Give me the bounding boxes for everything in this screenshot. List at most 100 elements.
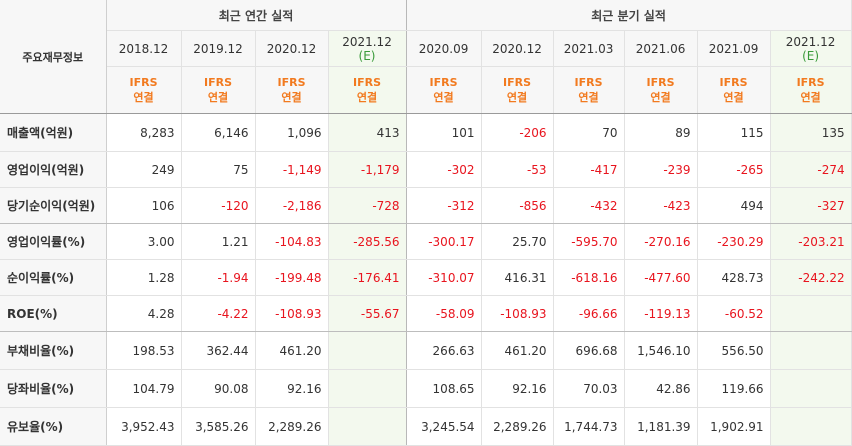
row-label: 유보율(%)	[0, 407, 107, 446]
basis-standard: IFRS	[646, 76, 675, 89]
table-cell: -108.93	[255, 295, 329, 332]
period-header: 2020.12	[481, 30, 554, 67]
table-cell: 106	[106, 187, 182, 224]
table-cell: -595.70	[553, 223, 625, 260]
table-cell: 362.44	[181, 331, 256, 370]
table-cell: -104.83	[255, 223, 329, 260]
table-cell: 108.65	[406, 369, 482, 408]
table-cell: -274	[770, 151, 852, 188]
table-cell: -1.94	[181, 259, 256, 296]
period-header: 2018.12	[106, 30, 182, 67]
table-cell: 3,245.54	[406, 407, 482, 446]
table-row: 순이익률(%) 1.28 -1.94 -199.48 -176.41 -310.07 416…	[0, 259, 852, 296]
basis-scope: 연결	[723, 91, 744, 104]
basis-scope: 연결	[650, 91, 671, 104]
table-cell: 1.21	[181, 223, 256, 260]
table-cell: -477.60	[624, 259, 698, 296]
table-cell: -58.09	[406, 295, 482, 332]
table-cell: 461.20	[255, 331, 329, 370]
table-cell: -310.07	[406, 259, 482, 296]
table-row: ROE(%) 4.28 -4.22 -108.93 -55.67 -58.09 -108.9…	[0, 295, 852, 332]
basis-scope: 연결	[578, 91, 599, 104]
period-header: 2021.09	[697, 30, 771, 67]
table-cell: 696.68	[553, 331, 625, 370]
basis-scope: 연결	[281, 91, 302, 104]
table-cell: 104.79	[106, 369, 182, 408]
basis-scope: 연결	[133, 91, 154, 104]
table-cell: -432	[553, 187, 625, 224]
accounting-basis: IFRS 연결	[624, 66, 698, 114]
period-date: 2018.12	[118, 41, 169, 56]
table-cell: 92.16	[255, 369, 329, 408]
table-cell: 1.28	[106, 259, 182, 296]
period-header: 2021.12 (E)	[770, 30, 852, 67]
table-cell: 1,546.10	[624, 331, 698, 370]
row-label: 순이익률(%)	[0, 259, 107, 296]
table-cell	[770, 331, 852, 370]
row-label: ROE(%)	[0, 295, 107, 332]
basis-standard: IFRS	[796, 76, 825, 89]
period-header: 2020.09	[406, 30, 482, 67]
period-date: 2020.12	[492, 41, 542, 56]
corner-label: 주요재무정보	[0, 0, 107, 114]
table-cell	[328, 369, 407, 408]
row-label: 영업이익률(%)	[0, 223, 107, 260]
table-cell: 92.16	[481, 369, 554, 408]
basis-standard: IFRS	[719, 76, 748, 89]
table-cell: 6,146	[181, 113, 256, 152]
table-cell: -4.22	[181, 295, 256, 332]
period-header: 2021.12 (E)	[328, 30, 407, 67]
basis-standard: IFRS	[503, 76, 532, 89]
table-cell: 70.03	[553, 369, 625, 408]
period-date: 2019.12	[193, 41, 243, 56]
basis-scope: 연결	[207, 91, 229, 104]
table-cell	[328, 407, 407, 446]
table-cell: 101	[406, 113, 482, 152]
table-cell: -203.21	[770, 223, 852, 260]
basis-scope: 연결	[433, 91, 454, 104]
table-cell: 3.00	[106, 223, 182, 260]
table-cell: 3,585.26	[181, 407, 256, 446]
table-cell	[770, 407, 852, 446]
table-cell: -206	[481, 113, 554, 152]
period-date: 2020.12	[266, 41, 317, 56]
table-cell: -300.17	[406, 223, 482, 260]
table-cell: -270.16	[624, 223, 698, 260]
period-date: 2021.03	[563, 41, 614, 56]
accounting-basis: IFRS 연결	[106, 66, 182, 114]
table-cell: -856	[481, 187, 554, 224]
table-cell	[770, 295, 852, 332]
table-cell: -60.52	[697, 295, 771, 332]
table-cell: -417	[553, 151, 625, 188]
accounting-basis: IFRS 연결	[328, 66, 407, 114]
table-cell: -327	[770, 187, 852, 224]
accounting-basis: IFRS 연결	[255, 66, 329, 114]
period-date: 2021.09	[708, 41, 759, 56]
table-cell: -265	[697, 151, 771, 188]
table-cell: -108.93	[481, 295, 554, 332]
table-cell: 428.73	[697, 259, 771, 296]
table-cell: -1,149	[255, 151, 329, 188]
table-cell: 1,744.73	[553, 407, 625, 446]
basis-scope: 연결	[800, 91, 821, 104]
accounting-basis: IFRS 연결	[181, 66, 256, 114]
basis-scope: 연결	[356, 91, 378, 104]
row-label: 당좌비율(%)	[0, 369, 107, 408]
table-cell: -2,186	[255, 187, 329, 224]
table-cell: -728	[328, 187, 407, 224]
table-cell: -176.41	[328, 259, 407, 296]
table-row: 당좌비율(%) 104.79 90.08 92.16 108.65 92.16 70.03 4…	[0, 369, 852, 408]
table-cell: 89	[624, 113, 698, 152]
table-cell: -239	[624, 151, 698, 188]
table-cell: 4.28	[106, 295, 182, 332]
table-cell: 3,952.43	[106, 407, 182, 446]
accounting-basis: IFRS 연결	[406, 66, 482, 114]
table-cell: 556.50	[697, 331, 771, 370]
table-cell: 198.53	[106, 331, 182, 370]
table-cell: -1,179	[328, 151, 407, 188]
basis-scope: 연결	[506, 91, 528, 104]
table-cell: -120	[181, 187, 256, 224]
basis-standard: IFRS	[429, 76, 458, 89]
table-cell: 461.20	[481, 331, 554, 370]
